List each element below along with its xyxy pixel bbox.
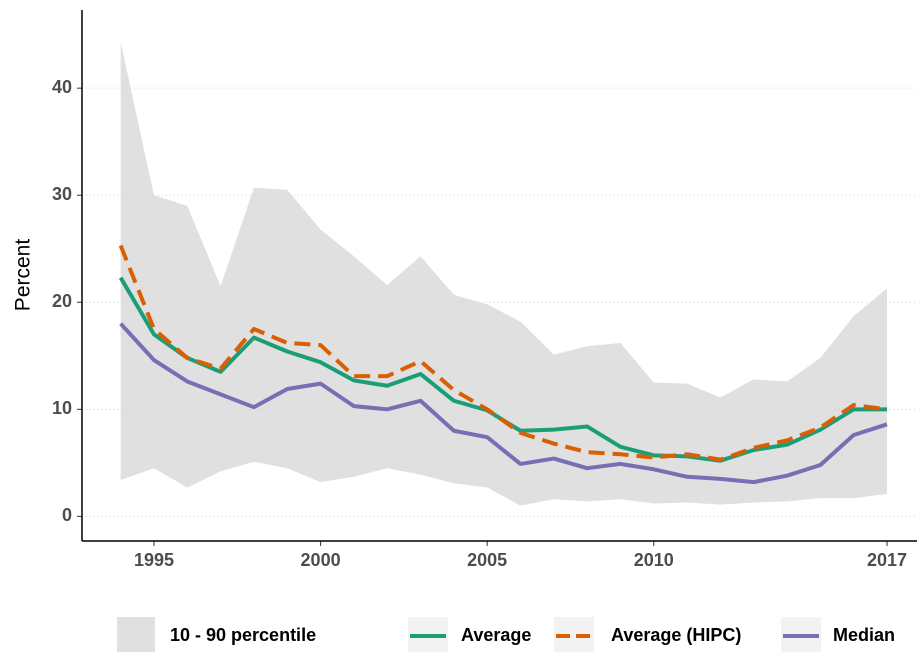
x-tick-label: 1995 — [134, 550, 174, 570]
y-tick-label: 30 — [52, 184, 72, 204]
y-tick-label: 10 — [52, 398, 72, 418]
legend-key — [117, 617, 155, 652]
x-tick-label: 2017 — [867, 550, 907, 570]
legend-label: 10 - 90 percentile — [170, 625, 316, 645]
series-line — [119, 322, 888, 485]
y-tick-label: 20 — [52, 291, 72, 311]
series-line — [118, 244, 888, 462]
x-tick-label: 2000 — [301, 550, 341, 570]
y-tick-label: 40 — [52, 77, 72, 97]
x-tick-label: 2005 — [467, 550, 507, 570]
x-tick-label: 2010 — [634, 550, 674, 570]
legend-label: Average — [461, 625, 531, 645]
y-axis-label: Percent — [12, 239, 35, 312]
y-tick-label: 0 — [62, 505, 72, 525]
legend-label: Median — [833, 625, 895, 645]
ribbon-area — [120, 42, 888, 506]
legend-label: Average (HIPC) — [611, 625, 741, 645]
